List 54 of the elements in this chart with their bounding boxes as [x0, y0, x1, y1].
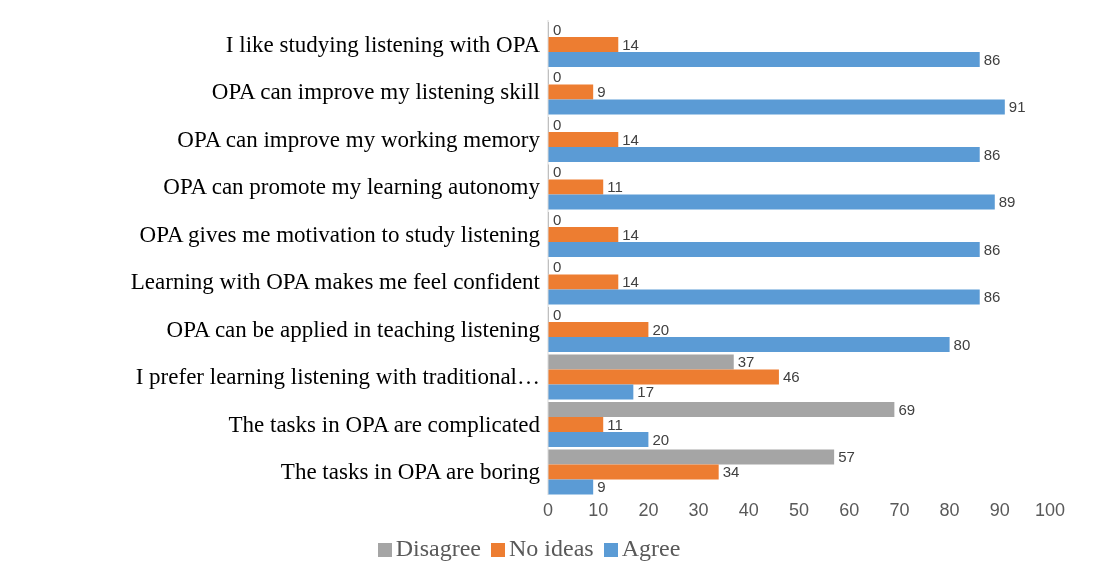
data-label: 0	[553, 115, 562, 133]
y-tick-label: OPA gives me motivation to study listening	[139, 221, 541, 247]
data-label: 11	[607, 415, 623, 433]
legend-label: Agree	[621, 535, 681, 561]
legend-label: No ideas	[509, 535, 594, 561]
y-tick-label: OPA can promote my learning autonomy	[163, 174, 541, 200]
data-label: 86	[983, 50, 1001, 68]
x-tick-label: 40	[738, 499, 759, 520]
data-label: 86	[983, 288, 1001, 306]
data-label: 0	[553, 163, 562, 181]
data-label: 0	[553, 68, 562, 86]
data-label: 14	[622, 130, 639, 148]
x-tick-label: 20	[638, 499, 659, 520]
data-label: 9	[597, 478, 606, 496]
data-label: 14	[622, 225, 639, 243]
x-tick-label: 80	[939, 499, 960, 520]
data-label: 34	[722, 463, 740, 481]
data-label: 0	[553, 305, 562, 323]
data-label: 20	[652, 320, 670, 338]
data-label: 0	[553, 258, 562, 276]
data-label: 14	[622, 273, 639, 291]
data-label: 17	[637, 383, 655, 401]
data-label: 86	[983, 145, 1001, 163]
legend-label: Disagree	[395, 535, 481, 561]
x-tick-label: 30	[688, 499, 709, 520]
data-label: 14	[622, 35, 639, 53]
data-label: 89	[998, 193, 1016, 211]
data-label: 0	[553, 210, 562, 228]
y-tick-label: I like studying listening with OPA	[225, 31, 541, 57]
x-tick-label: 60	[839, 499, 860, 520]
data-label: 20	[652, 430, 670, 448]
y-tick-label: Learning with OPA makes me feel confident	[130, 269, 541, 295]
data-label: 69	[898, 400, 916, 418]
y-tick-label: The tasks in OPA are complicated	[228, 411, 541, 437]
data-label: 9	[597, 83, 606, 101]
y-tick-label: OPA can be applied in teaching listening	[166, 316, 541, 342]
data-label: 37	[737, 353, 755, 371]
x-tick-label: 0	[542, 499, 554, 520]
y-tick-label: I prefer learning listening with traditional…	[135, 364, 540, 390]
x-tick-label: 50	[788, 499, 810, 520]
x-tick-label: 100	[1034, 499, 1066, 520]
x-tick-label: 90	[989, 499, 1010, 520]
data-label: 91	[1008, 98, 1026, 116]
y-tick-label: OPA can improve my listening skill	[211, 79, 540, 105]
data-label: 80	[953, 335, 971, 353]
x-tick-label: 10	[588, 499, 609, 520]
x-tick-label: 70	[889, 499, 910, 520]
data-label: 0	[553, 20, 562, 38]
data-label: 46	[782, 368, 800, 386]
data-label: 57	[838, 448, 855, 466]
data-label: 86	[983, 240, 1001, 258]
data-label: 11	[607, 178, 623, 196]
y-tick-label: OPA can improve my working memory	[177, 126, 541, 152]
y-tick-label: The tasks in OPA are boring	[280, 459, 541, 485]
